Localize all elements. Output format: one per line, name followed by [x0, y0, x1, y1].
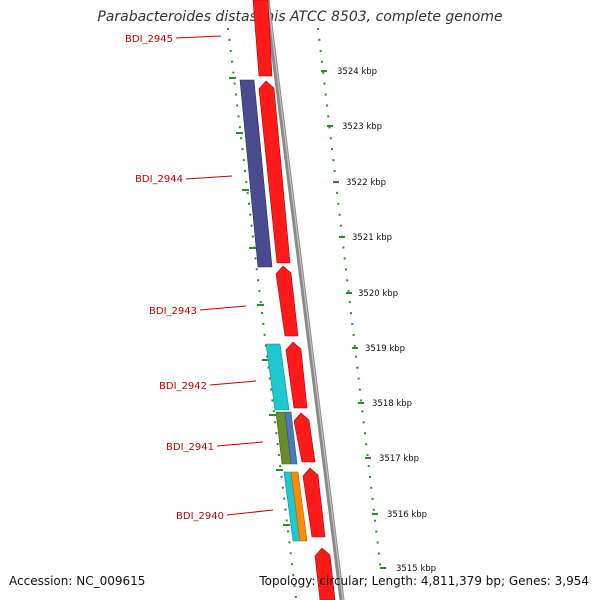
gene-label: BDI_2943 [149, 306, 197, 317]
scale-label: 3517 kbp [379, 454, 419, 464]
scale-label: 3516 kbp [387, 510, 427, 520]
accession-label: Accession: NC_009615 [9, 574, 146, 588]
cog-block [265, 343, 290, 411]
gene-leader-lines [175, 35, 274, 516]
gene-label: BDI_2942 [159, 381, 207, 392]
genome-title: Parabacteroides distasonis ATCC 8503, co… [97, 9, 503, 25]
gene-arrow [314, 547, 336, 600]
scale-label: 3518 kbp [372, 399, 412, 409]
scale-label: 3515 kbp [396, 564, 436, 574]
gene-label: BDI_2941 [166, 442, 214, 453]
scale-label: 3522 kbp [346, 178, 386, 188]
cog-block [284, 411, 298, 465]
inner-dotted-ring [227, 27, 297, 599]
scale-label: 3521 kbp [352, 233, 392, 243]
gene-arrow [252, 0, 273, 77]
topology-label: Topology: circular; Length: 4,811,379 bp… [259, 574, 589, 588]
outer-ring-ticks [321, 70, 386, 569]
gene-arrow [302, 467, 326, 538]
gene-arrow [285, 341, 308, 409]
scale-label: 3519 kbp [365, 344, 405, 354]
scale-label: 3523 kbp [342, 122, 382, 132]
cog-block [239, 79, 273, 268]
scale-label: 3524 kbp [337, 67, 377, 77]
gene-arrow [293, 412, 316, 463]
inner-ring-ticks [229, 77, 290, 526]
cog-block [290, 471, 308, 542]
gene-label: BDI_2945 [125, 34, 173, 45]
gene-label: BDI_2944 [135, 174, 183, 185]
gene-arrow [275, 265, 299, 337]
gene-arrow [258, 80, 291, 264]
gene-label: BDI_2940 [176, 511, 224, 522]
scale-label: 3520 kbp [358, 289, 398, 299]
genome-backbone [264, 0, 345, 600]
